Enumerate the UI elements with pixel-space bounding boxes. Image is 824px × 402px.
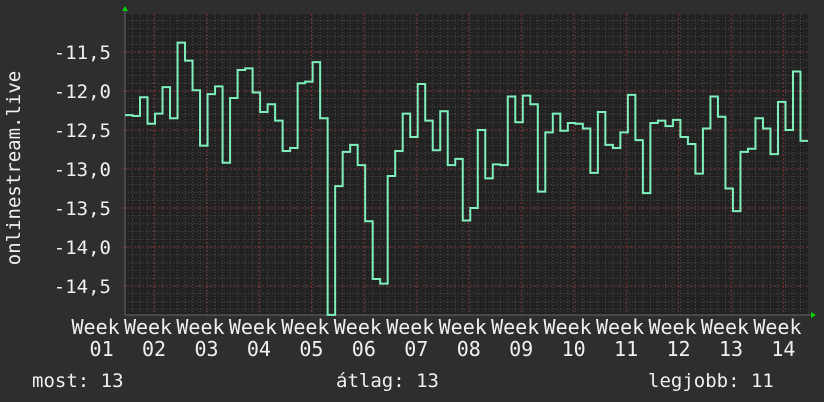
y-tick-label: -11,5 — [54, 42, 111, 64]
series-line — [125, 41, 808, 316]
x-tick-label: Week 02 — [124, 315, 184, 361]
y-tick-label: -13,0 — [54, 159, 111, 181]
x-tick-label: Week 06 — [334, 315, 394, 361]
x-tick-label: Week 04 — [229, 315, 289, 361]
x-tick-label: Week 07 — [386, 315, 446, 361]
x-tick-label: Week 01 — [71, 315, 131, 361]
x-tick-label: Week 08 — [439, 315, 499, 361]
y-tick-label: -14,0 — [54, 237, 111, 259]
y-axis-arrow-icon — [122, 6, 128, 11]
y-axis-label: onlinestream.live — [3, 71, 25, 265]
x-tick-label: Week 03 — [176, 315, 236, 361]
x-tick-label: Week 13 — [701, 315, 761, 361]
y-tick-label: -12,5 — [54, 120, 111, 142]
x-tick-label: Week 05 — [281, 315, 341, 361]
x-tick-label: Week 11 — [596, 315, 656, 361]
x-tick-label: Week 09 — [491, 315, 551, 361]
x-tick-label: Week 14 — [753, 315, 813, 361]
y-tick-label: -13,5 — [54, 198, 111, 220]
legend-current: most: 13 — [32, 370, 124, 392]
y-tick-label: -14,5 — [54, 276, 111, 298]
legend-max: legjobb: 11 — [648, 370, 774, 392]
x-tick-label: Week 10 — [544, 315, 604, 361]
legend-average: átlag: 13 — [336, 370, 439, 392]
x-tick-label: Week 12 — [648, 315, 708, 361]
x-axis-arrow-icon — [811, 312, 816, 318]
y-tick-label: -12,0 — [54, 81, 111, 103]
plot-area — [125, 14, 808, 315]
